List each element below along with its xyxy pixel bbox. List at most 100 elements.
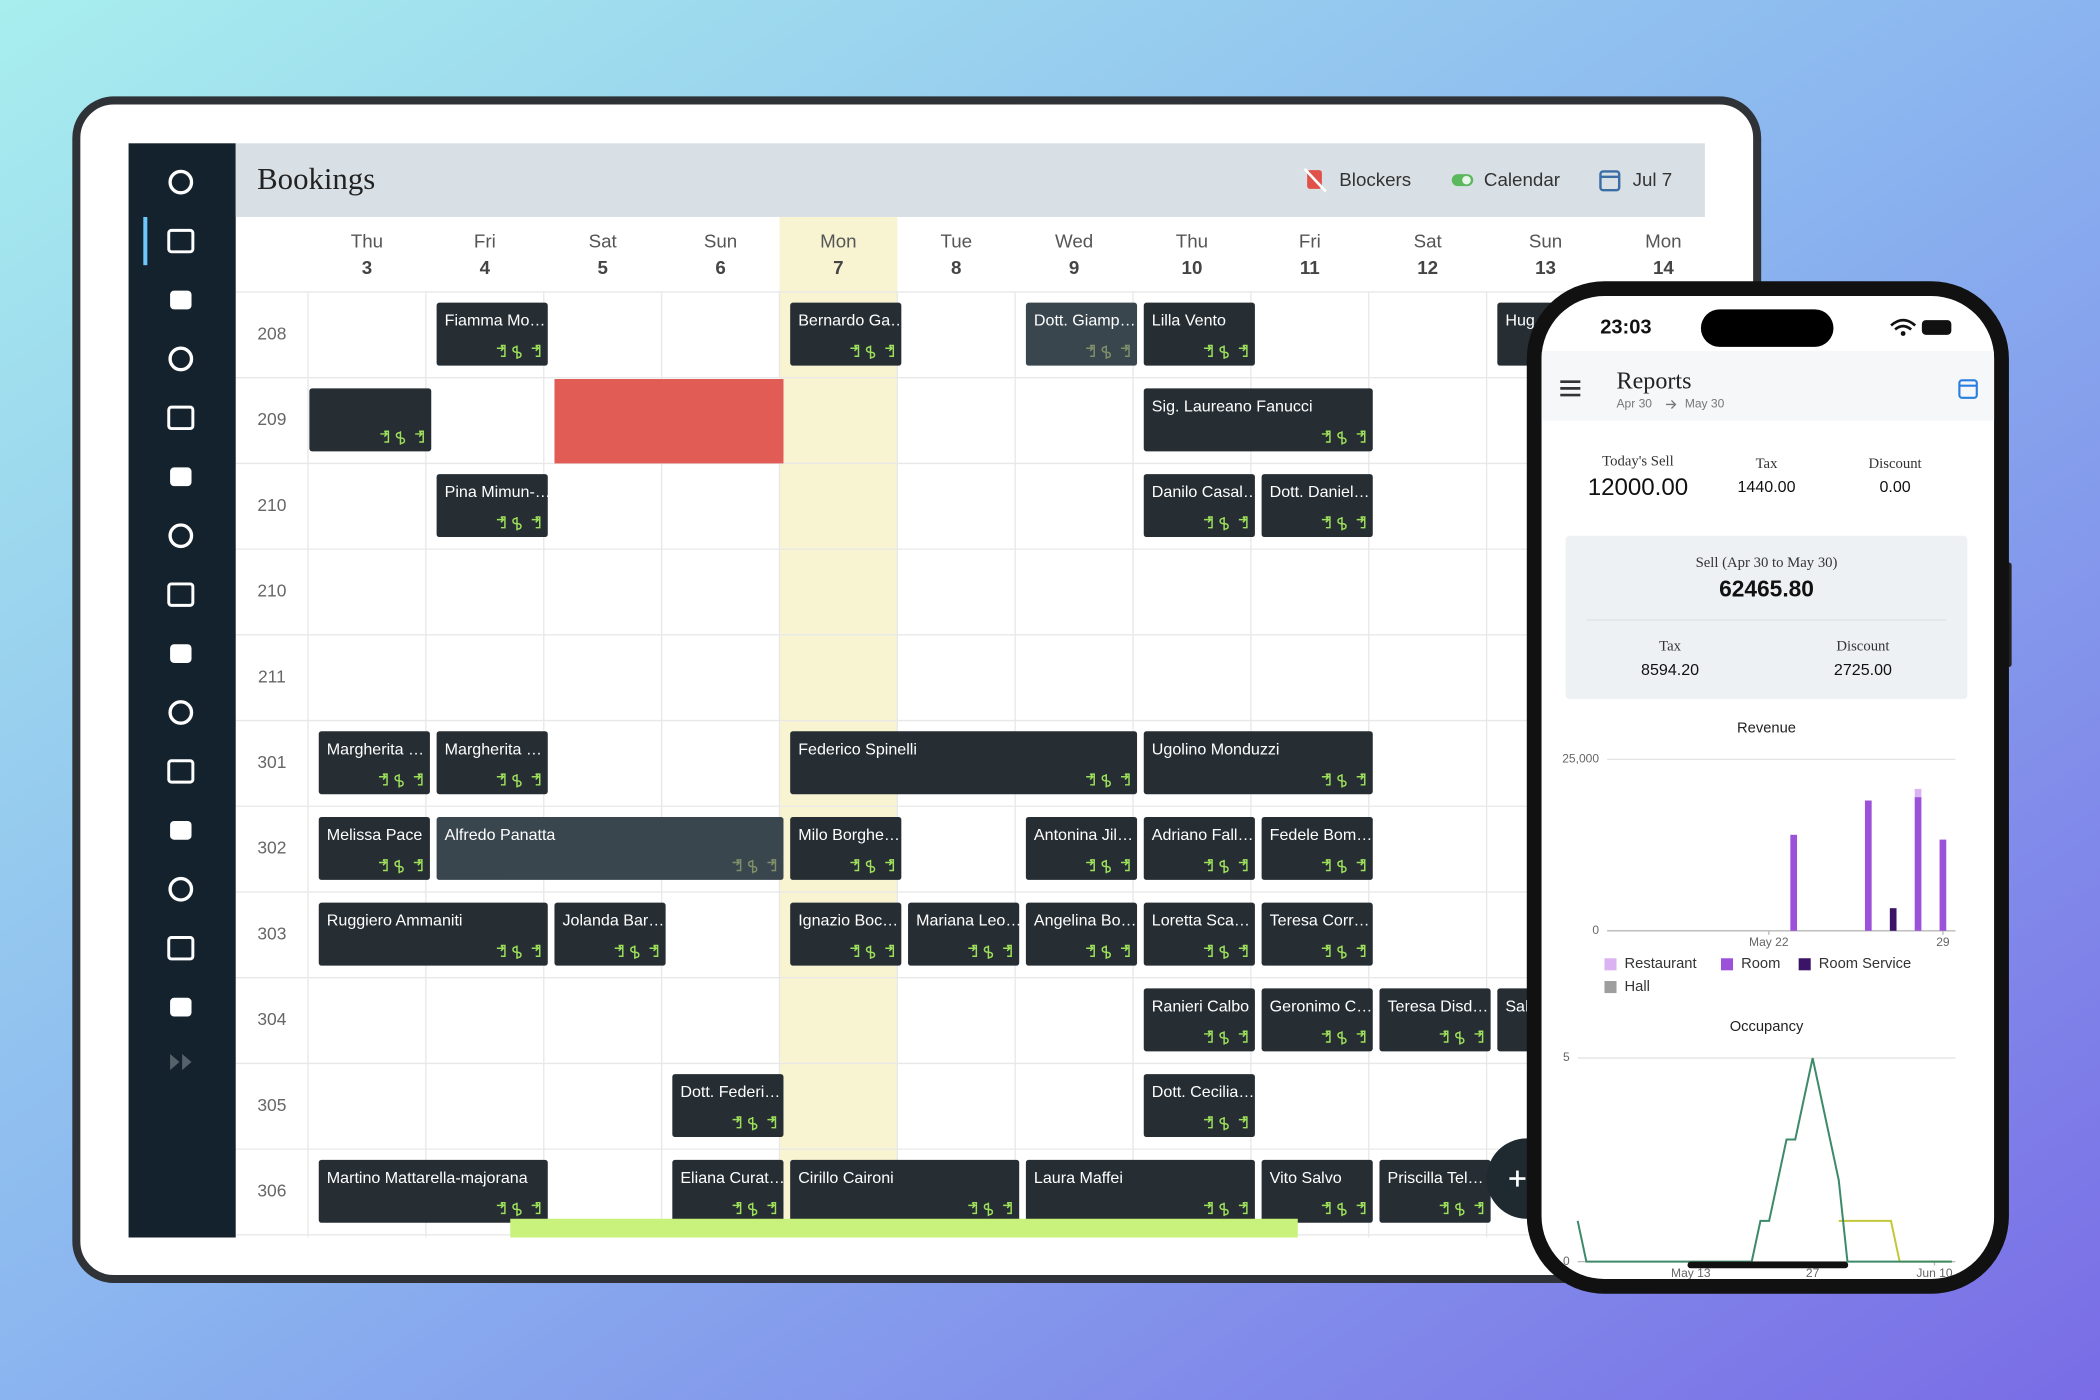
booking-box — [309, 388, 432, 452]
stat-label: Today's Sell — [1602, 453, 1674, 469]
sidebar-item[interactable] — [170, 820, 192, 840]
booking[interactable]: Cirillo Caironi — [790, 1159, 1020, 1223]
legend-item[interactable]: Restaurant — [1604, 956, 1697, 972]
booking[interactable] — [309, 388, 432, 452]
booking[interactable]: Melissa Pace — [318, 816, 430, 880]
payment-icon — [394, 859, 404, 874]
blocker[interactable] — [554, 379, 784, 464]
booking[interactable]: Teresa Corr… — [1261, 902, 1373, 966]
x-tick-label: May 22 — [1749, 935, 1789, 949]
booking[interactable]: Vito Salvo — [1261, 1159, 1373, 1223]
booking[interactable]: Fiamma Mo… — [436, 302, 548, 366]
booking[interactable]: Eliana Curat… — [672, 1159, 785, 1223]
sidebar-expand[interactable] — [170, 1054, 192, 1071]
booking-box — [1261, 902, 1373, 966]
booking[interactable]: Margherita … — [318, 731, 430, 795]
booking-name: Dott. Federi… — [680, 1083, 780, 1101]
booking-name: Ugolino Monduzzi — [1152, 740, 1280, 758]
sidebar-item[interactable] — [170, 997, 192, 1017]
booking[interactable]: Dott. Daniel… — [1261, 474, 1373, 538]
booking[interactable]: Lilla Vento — [1143, 302, 1255, 366]
booking[interactable]: Teresa Disd… — [1379, 988, 1491, 1052]
checkout-icon — [1474, 1030, 1484, 1043]
sidebar-item[interactable] — [170, 290, 192, 310]
bar-segment — [1914, 788, 1922, 798]
booking[interactable]: Federico Spinelli — [790, 731, 1138, 795]
sidebar-item[interactable] — [167, 582, 195, 607]
checkout-icon — [885, 344, 895, 357]
booking[interactable]: Adriano Fall… — [1143, 816, 1255, 880]
booking-name: Melissa Pace — [327, 826, 423, 844]
booking-name: Fedele Bom… — [1270, 826, 1373, 844]
booking[interactable]: Pina Mimun-… — [436, 474, 551, 538]
booking-box — [1261, 474, 1373, 538]
legend-item[interactable]: Room — [1720, 956, 1780, 972]
booking[interactable]: Geronimo C… — [1261, 988, 1373, 1052]
sidebar-item[interactable] — [167, 228, 195, 254]
checkin-icon — [850, 344, 860, 357]
payment-icon — [512, 1202, 522, 1217]
booking[interactable]: Fedele Bom… — [1261, 816, 1373, 880]
sidebar-item[interactable] — [168, 169, 194, 195]
calendar-toggle[interactable]: Calendar — [1451, 169, 1560, 190]
booking[interactable]: Angelina Bo… — [1025, 902, 1138, 966]
weekday-label: Thu — [351, 230, 383, 251]
legend-item[interactable]: Hall — [1604, 979, 1650, 995]
booking[interactable]: Sig. Laureano Fanucci — [1143, 388, 1373, 452]
booking-name: Angelina Bo… — [1034, 912, 1137, 930]
sidebar-item[interactable] — [167, 936, 195, 961]
weekday-label: Sat — [589, 230, 618, 251]
range-end: May 30 — [1685, 397, 1725, 411]
checkout-icon — [1238, 1116, 1248, 1129]
booking-name: Federico Spinelli — [798, 740, 917, 758]
checkin-icon — [496, 1201, 506, 1215]
booking[interactable]: Loretta Sca… — [1143, 902, 1255, 966]
bar-segment — [1914, 797, 1922, 931]
sidebar-item[interactable] — [168, 523, 194, 549]
room-number: 210 — [257, 495, 286, 515]
booking[interactable]: Margherita … — [436, 731, 548, 795]
payment-icon — [747, 859, 758, 874]
sidebar-item[interactable] — [168, 346, 194, 372]
booking[interactable]: Dott. Giamp… — [1025, 302, 1138, 366]
sidebar-item[interactable] — [170, 467, 192, 487]
bar-segment — [1790, 834, 1798, 931]
weekday-label: Thu — [1176, 230, 1208, 251]
date-picker[interactable]: Jul 7 — [1599, 169, 1672, 192]
sidebar-item[interactable] — [170, 644, 192, 663]
booking[interactable]: Bernardo Ga… — [790, 302, 906, 366]
booking[interactable]: Danilo Casal… — [1143, 474, 1259, 538]
y-tick-label: 0 — [1563, 1254, 1570, 1268]
range-start: Apr 30 — [1617, 397, 1653, 411]
booking[interactable]: Ignazio Boc… — [790, 902, 902, 966]
booking[interactable]: Laura Maffei — [1025, 1159, 1255, 1223]
booking[interactable]: Milo Borghe… — [790, 816, 902, 880]
booking[interactable]: Dott. Cecilia… — [1143, 1074, 1255, 1138]
phone-calendar-button[interactable] — [1958, 379, 1978, 399]
booking[interactable]: Dott. Federi… — [672, 1074, 784, 1138]
booking[interactable]: Martino Mattarella-majorana — [318, 1159, 548, 1223]
booking[interactable]: Ruggiero Ammaniti — [318, 902, 548, 966]
booking[interactable]: Mariana Leo… — [908, 902, 1021, 966]
sidebar-item[interactable] — [167, 405, 195, 431]
booking[interactable]: Ugolino Monduzzi — [1143, 731, 1373, 795]
booking[interactable]: Alfredo Panatta — [436, 816, 784, 880]
booking-name: Vito Salvo — [1270, 1169, 1342, 1187]
payment-icon — [1337, 1202, 1347, 1217]
sidebar-item[interactable] — [168, 876, 194, 902]
blockers-button[interactable]: Blockers — [1303, 167, 1411, 193]
sidebar-item[interactable] — [168, 700, 194, 725]
calendar-icon — [1958, 379, 1978, 399]
booking[interactable]: Ranieri Calbo — [1143, 988, 1255, 1052]
sidebar-icon — [168, 700, 194, 725]
booking[interactable]: Jolanda Bar… — [554, 902, 666, 966]
stat-label: Discount — [1869, 456, 1922, 472]
booking-box — [318, 816, 430, 880]
payment-icon — [394, 774, 404, 788]
legend-item[interactable]: Room Service — [1798, 956, 1912, 972]
sidebar-item[interactable] — [167, 759, 195, 784]
booking-box — [1261, 816, 1373, 880]
booking[interactable]: Antonina Jil… — [1025, 816, 1138, 880]
booking[interactable]: Priscilla Tel… — [1379, 1159, 1491, 1223]
menu-button[interactable] — [1560, 380, 1581, 397]
